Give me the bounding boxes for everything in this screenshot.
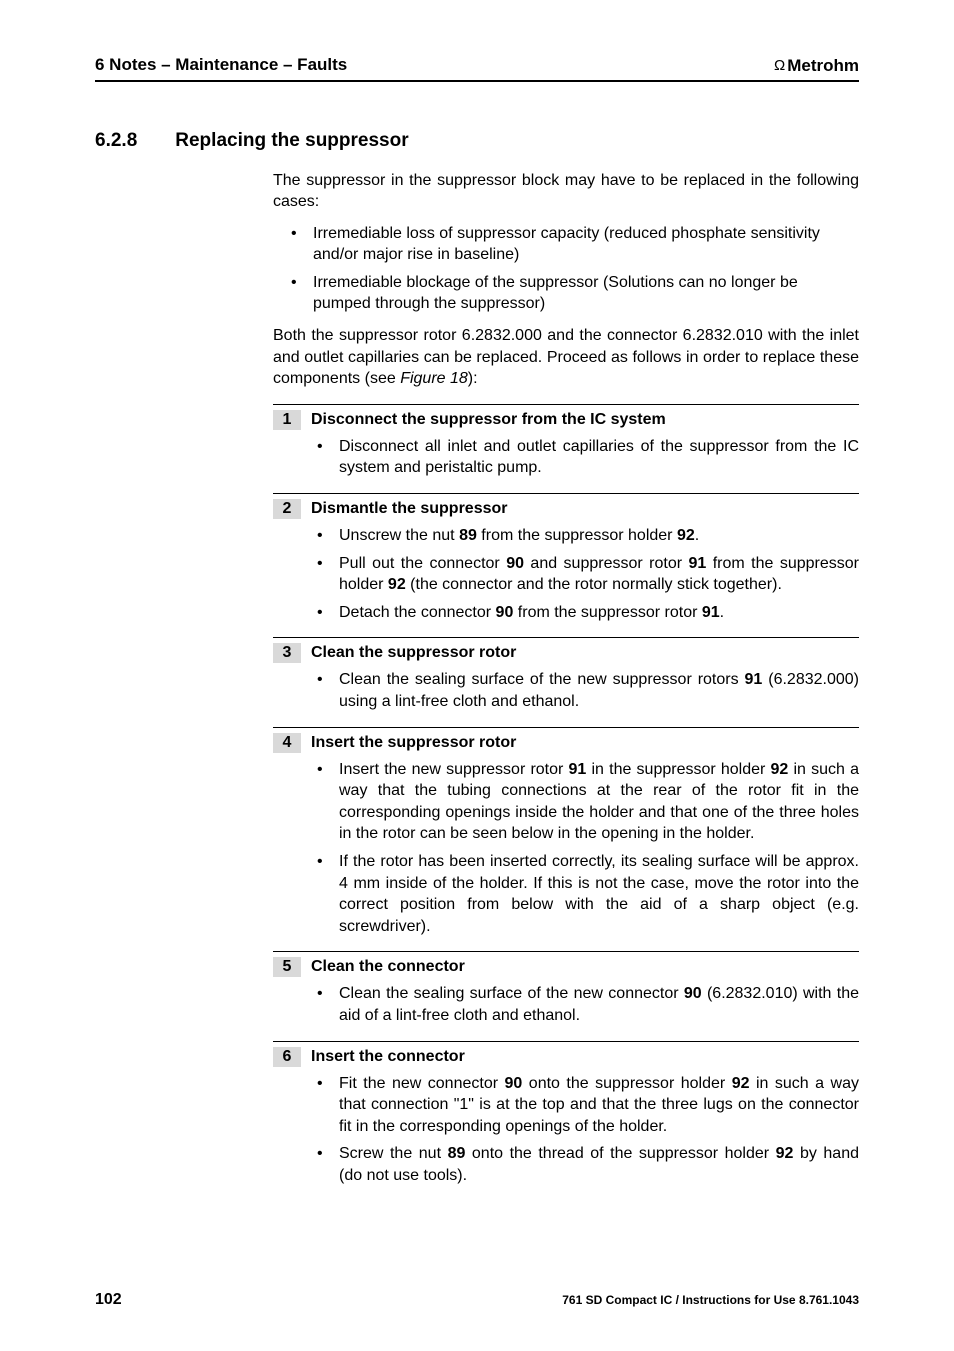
- step: 2 Dismantle the suppressor Unscrew the nut…: [273, 493, 859, 623]
- step-item: If the rotor has been inserted correctly…: [317, 851, 859, 937]
- step-number: 5: [273, 957, 301, 977]
- header-chapter: 6 Notes – Maintenance – Faults: [95, 55, 347, 75]
- step-number: 1: [273, 410, 301, 430]
- step-item: Clean the sealing surface of the new sup…: [317, 669, 859, 712]
- step-number: 3: [273, 643, 301, 663]
- omega-icon: Ω: [774, 57, 785, 74]
- figure-ref: Figure 18: [400, 370, 468, 387]
- intro-p1: The suppressor in the suppressor block m…: [273, 170, 859, 213]
- step-head: 4 Insert the suppressor rotor: [273, 733, 859, 753]
- steps-container: 1 Disconnect the suppressor from the IC s…: [95, 404, 859, 1187]
- step-number: 2: [273, 499, 301, 519]
- intro-block: The suppressor in the suppressor block m…: [273, 170, 859, 390]
- footer-text: 761 SD Compact IC / Instructions for Use…: [562, 1293, 859, 1307]
- step-item: Pull out the connector 90 and suppressor…: [317, 553, 859, 596]
- step-number: 6: [273, 1047, 301, 1067]
- step-list: Insert the new suppressor rotor 91 in th…: [317, 759, 859, 938]
- page-footer: 102 761 SD Compact IC / Instructions for…: [95, 1291, 859, 1309]
- page: 6 Notes – Maintenance – Faults ΩMetrohm …: [0, 0, 954, 1351]
- step-head: 6 Insert the connector: [273, 1047, 859, 1067]
- step-item: Disconnect all inlet and outlet capillar…: [317, 436, 859, 479]
- intro-p2-a: Both the suppressor rotor 6.2832.000 and…: [273, 327, 859, 387]
- step-title: Insert the suppressor rotor: [311, 733, 516, 752]
- page-header: 6 Notes – Maintenance – Faults ΩMetrohm: [95, 55, 859, 82]
- step-list: Unscrew the nut 89 from the suppressor h…: [317, 525, 859, 623]
- step-list: Clean the sealing surface of the new con…: [317, 983, 859, 1026]
- section-number: 6.2.8: [95, 130, 137, 152]
- step-title: Insert the connector: [311, 1047, 465, 1066]
- header-brand: ΩMetrohm: [774, 56, 859, 76]
- step: 4 Insert the suppressor rotor Insert the n…: [273, 727, 859, 938]
- step-item: Screw the nut 89 onto the thread of the …: [317, 1143, 859, 1186]
- step-title: Dismantle the suppressor: [311, 499, 508, 518]
- page-number: 102: [95, 1291, 122, 1309]
- step-item: Fit the new connector 90 onto the suppre…: [317, 1073, 859, 1138]
- step-list: Fit the new connector 90 onto the suppre…: [317, 1073, 859, 1187]
- brand-name: Metrohm: [787, 56, 859, 76]
- intro-bullet: Irremediable blockage of the suppressor …: [291, 272, 859, 315]
- step-item: Detach the connector 90 from the suppres…: [317, 602, 859, 624]
- step: 1 Disconnect the suppressor from the IC s…: [273, 404, 859, 479]
- step-item: Clean the sealing surface of the new con…: [317, 983, 859, 1026]
- intro-p2-b: ):: [468, 370, 478, 387]
- step-title: Clean the connector: [311, 957, 465, 976]
- step: 6 Insert the connector Fit the new connect…: [273, 1041, 859, 1187]
- step-list: Disconnect all inlet and outlet capillar…: [317, 436, 859, 479]
- step-item: Unscrew the nut 89 from the suppressor h…: [317, 525, 859, 547]
- intro-bullet-list: Irremediable loss of suppressor capacity…: [291, 223, 859, 315]
- intro-p2: Both the suppressor rotor 6.2832.000 and…: [273, 325, 859, 390]
- step: 3 Clean the suppressor rotor Clean the sea…: [273, 637, 859, 712]
- step-head: 1 Disconnect the suppressor from the IC s…: [273, 410, 859, 430]
- step-head: 2 Dismantle the suppressor: [273, 499, 859, 519]
- step-list: Clean the sealing surface of the new sup…: [317, 669, 859, 712]
- section-title: Replacing the suppressor: [175, 130, 408, 152]
- step-head: 3 Clean the suppressor rotor: [273, 643, 859, 663]
- intro-bullet: Irremediable loss of suppressor capacity…: [291, 223, 859, 266]
- step-title: Clean the suppressor rotor: [311, 643, 516, 662]
- step-item: Insert the new suppressor rotor 91 in th…: [317, 759, 859, 845]
- section-heading: 6.2.8 Replacing the suppressor: [95, 130, 859, 152]
- step: 5 Clean the connector Clean the sealing su…: [273, 951, 859, 1026]
- step-head: 5 Clean the connector: [273, 957, 859, 977]
- step-number: 4: [273, 733, 301, 753]
- step-title: Disconnect the suppressor from the IC sy…: [311, 410, 666, 429]
